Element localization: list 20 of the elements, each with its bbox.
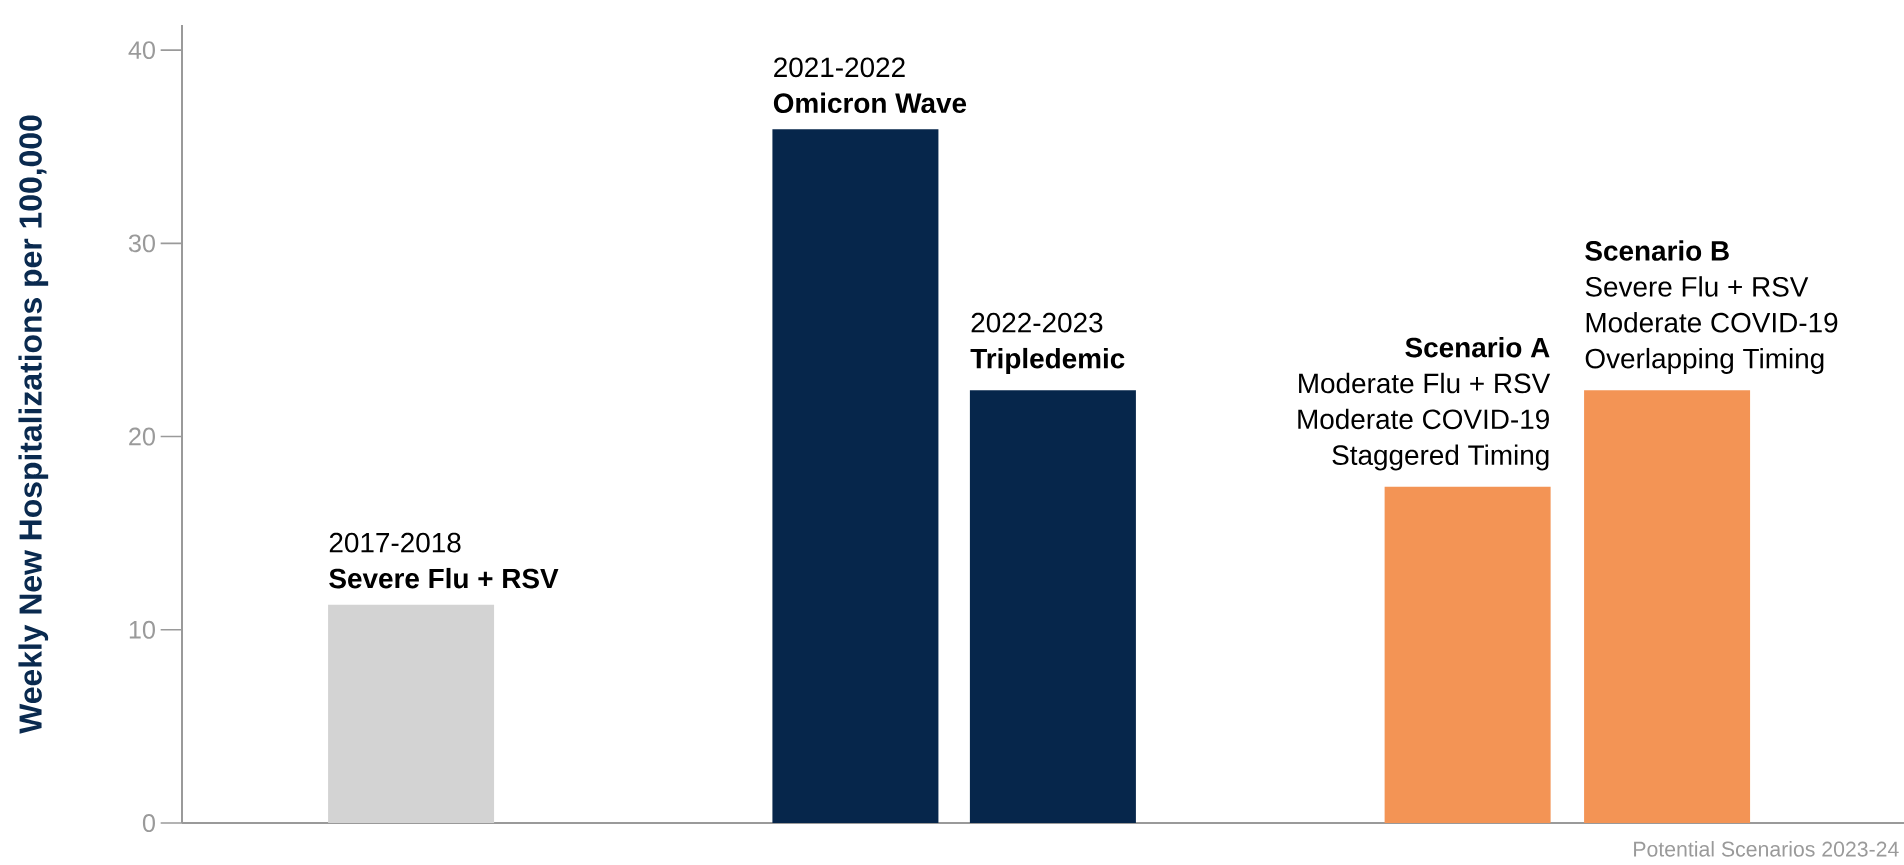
y-tick-label: 0: [142, 814, 155, 832]
y-axis-title: Weekly New Hospitalizations per 100,000: [18, 115, 49, 734]
y-tick-label: 10: [129, 620, 155, 639]
annotation: Moderate Flu + RSV: [1299, 372, 1551, 394]
annotation: 2021-2022: [774, 57, 905, 78]
x-tick-label: Omicron Wave: [773, 92, 967, 114]
annotation: Moderate COVID-19: [1298, 408, 1549, 430]
annotation: Overlapping Timing: [1585, 347, 1824, 374]
annotation: Staggered Timing: [1332, 444, 1549, 471]
x-tick-label: Tripledemic: [970, 347, 1125, 374]
annotation: 2022-2023: [971, 312, 1103, 333]
x-tick-label: Scenario A: [1405, 336, 1550, 358]
y-tick-label: 30: [128, 234, 155, 253]
annotation: Severe Flu + RSV: [1585, 276, 1809, 297]
x-tick-label: Scenario B: [1585, 240, 1729, 261]
annotation: Moderate COVID-19: [1586, 312, 1838, 333]
y-tick-label: 20: [129, 427, 155, 446]
annotation: 2017-2018: [329, 532, 461, 553]
x-axis-title: Potential Scenarios 2023-24: [1634, 841, 1899, 857]
y-tick-label: 40: [128, 41, 155, 60]
